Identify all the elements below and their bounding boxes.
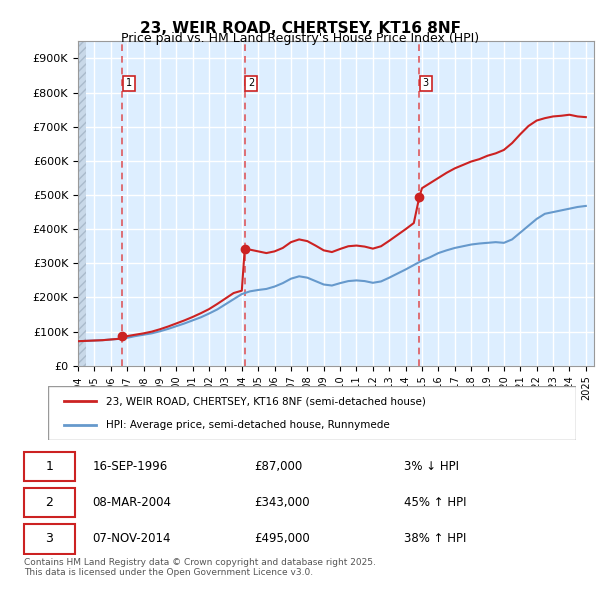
Text: 16-SEP-1996: 16-SEP-1996 xyxy=(92,460,168,473)
Text: 08-MAR-2004: 08-MAR-2004 xyxy=(92,496,172,509)
Text: 3: 3 xyxy=(422,78,429,88)
Text: £87,000: £87,000 xyxy=(254,460,302,473)
FancyBboxPatch shape xyxy=(48,386,576,440)
Text: £343,000: £343,000 xyxy=(254,496,310,509)
Text: 3% ↓ HPI: 3% ↓ HPI xyxy=(404,460,458,473)
Bar xyxy=(78,41,86,366)
Text: 07-NOV-2014: 07-NOV-2014 xyxy=(92,532,171,545)
Text: 2: 2 xyxy=(248,78,254,88)
Text: Price paid vs. HM Land Registry's House Price Index (HPI): Price paid vs. HM Land Registry's House … xyxy=(121,32,479,45)
Text: 1: 1 xyxy=(46,460,53,473)
Text: 1: 1 xyxy=(125,78,132,88)
Text: Contains HM Land Registry data © Crown copyright and database right 2025.
This d: Contains HM Land Registry data © Crown c… xyxy=(24,558,376,577)
Text: £495,000: £495,000 xyxy=(254,532,310,545)
FancyBboxPatch shape xyxy=(23,451,76,481)
Text: 23, WEIR ROAD, CHERTSEY, KT16 8NF (semi-detached house): 23, WEIR ROAD, CHERTSEY, KT16 8NF (semi-… xyxy=(106,396,426,407)
FancyBboxPatch shape xyxy=(23,524,76,553)
Text: 3: 3 xyxy=(46,532,53,545)
Text: 2: 2 xyxy=(46,496,53,509)
Text: HPI: Average price, semi-detached house, Runnymede: HPI: Average price, semi-detached house,… xyxy=(106,419,390,430)
Text: 23, WEIR ROAD, CHERTSEY, KT16 8NF: 23, WEIR ROAD, CHERTSEY, KT16 8NF xyxy=(139,21,461,35)
Text: 38% ↑ HPI: 38% ↑ HPI xyxy=(404,532,466,545)
Text: 45% ↑ HPI: 45% ↑ HPI xyxy=(404,496,466,509)
FancyBboxPatch shape xyxy=(23,488,76,517)
